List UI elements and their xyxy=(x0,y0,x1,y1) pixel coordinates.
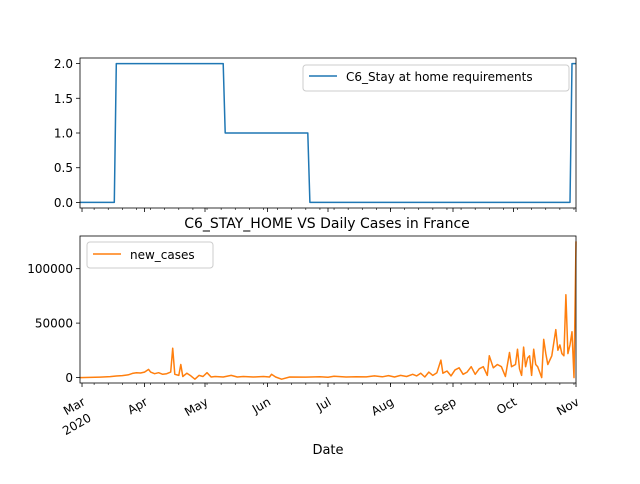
stay-home-y-tick-label: 2.0 xyxy=(54,57,73,71)
stay-home-legend-label: C6_Stay at home requirements xyxy=(346,70,533,84)
cases-x-tick-label: Jun xyxy=(249,395,273,417)
cases-legend: new_cases xyxy=(86,241,214,269)
x-axis-label: Date xyxy=(312,443,343,458)
cases-x-tick-label: May xyxy=(182,395,210,420)
stay-home-y-tick-label: 0.5 xyxy=(54,161,73,175)
stay-home-y-tick-label: 0.0 xyxy=(54,196,73,210)
stay-home-y-ticks: 0.0 0.5 1.0 1.5 2.0 xyxy=(54,57,80,210)
cases-x-tick-label: Oct xyxy=(494,395,519,418)
cases-legend-label: new_cases xyxy=(130,248,195,262)
cases-y-ticks: 0 50000 100000 xyxy=(27,262,80,385)
cases-legend-box xyxy=(86,241,214,269)
stay-home-y-tick-label: 1.0 xyxy=(54,127,73,141)
cases-x-tick-label: Nov xyxy=(554,395,581,419)
cases-series-line xyxy=(79,241,577,380)
stay-home-series-line xyxy=(80,62,576,204)
cases-x-tick-label: Apr xyxy=(125,395,150,418)
stay-home-y-tick-label: 1.5 xyxy=(54,92,73,106)
cases-x-tick-label: Jul xyxy=(313,395,333,415)
cases-x-tick-label: Sep xyxy=(432,395,459,418)
cases-y-tick-label: 50000 xyxy=(35,317,73,331)
stay-home-legend-box xyxy=(302,64,570,92)
cases-x-tick-label: Aug xyxy=(369,395,396,419)
cases-y-tick-label: 0 xyxy=(65,371,73,385)
stay-home-axes: 0.0 0.5 1.0 1.5 2.0 C6_Stay at home requirem… xyxy=(54,57,577,212)
chart-title: C6_STAY_HOME VS Daily Cases in France xyxy=(184,216,470,232)
stay-home-legend: C6_Stay at home requirements xyxy=(302,64,570,92)
stay-home-x-ticks xyxy=(81,208,577,212)
cases-y-tick-label: 100000 xyxy=(27,262,73,276)
